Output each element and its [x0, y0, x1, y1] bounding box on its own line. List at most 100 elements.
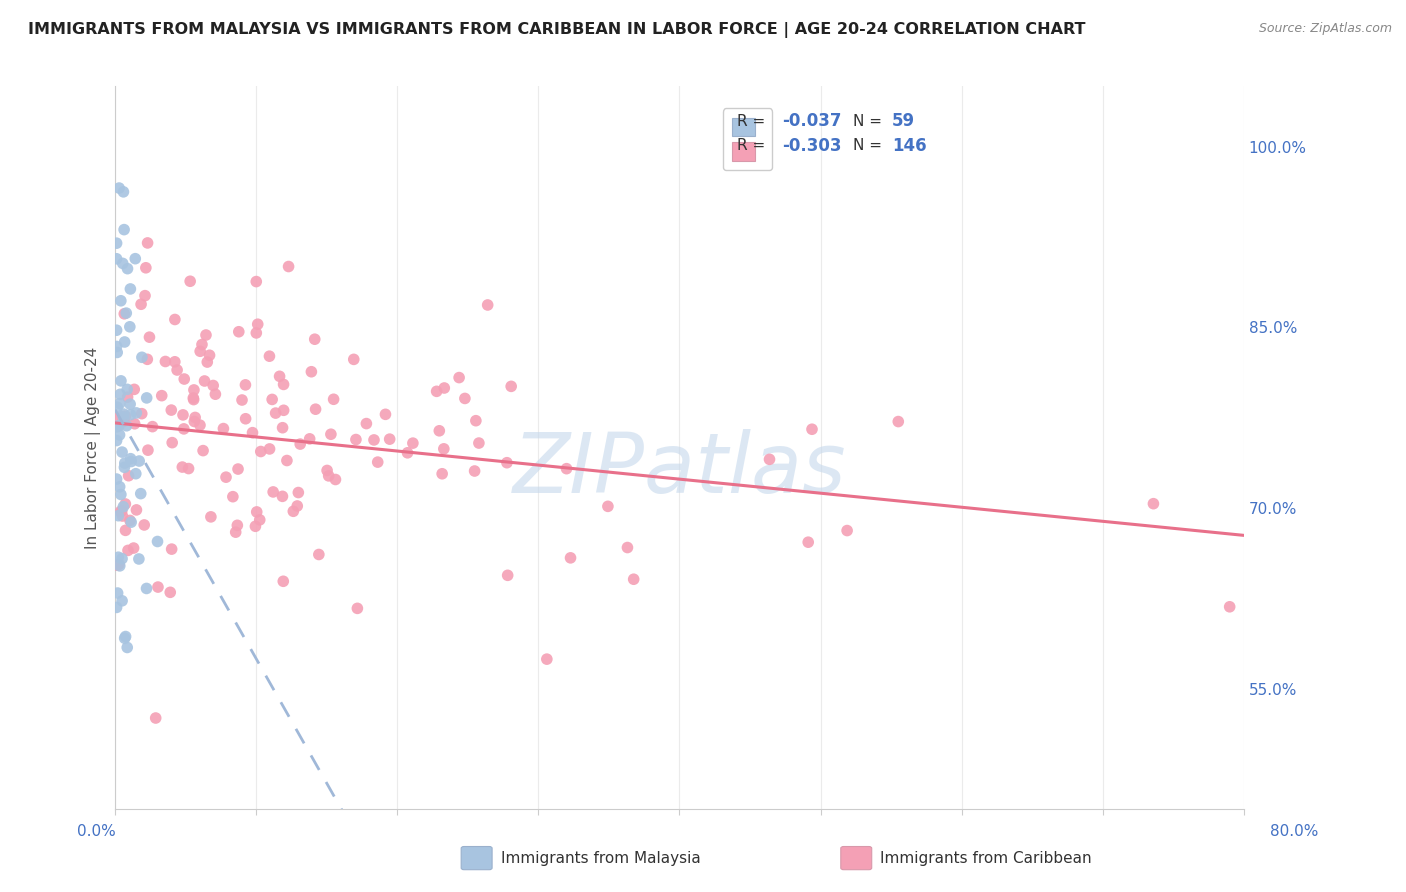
Point [108, 396, 131, 410]
Point [235, 411, 257, 425]
Point [235, 377, 257, 392]
Point [114, 334, 136, 349]
Point [887, 415, 910, 429]
Point [204, 387, 226, 401]
Point [299, 365, 322, 379]
Point [112, 222, 135, 236]
Point [464, 414, 486, 428]
Point [105, 434, 128, 448]
Point [433, 442, 456, 456]
Point [134, 288, 156, 302]
Point [108, 418, 131, 433]
Point [114, 409, 136, 424]
Point [212, 421, 235, 435]
Text: 146: 146 [891, 137, 927, 155]
Point [430, 467, 453, 481]
Point [231, 392, 253, 407]
Point [271, 574, 294, 589]
Point [136, 352, 159, 367]
Point [172, 408, 194, 422]
Point [308, 548, 330, 562]
Text: N =: N = [852, 114, 887, 128]
Point [259, 349, 281, 363]
Point [304, 332, 326, 346]
Point [128, 454, 150, 468]
Point [112, 407, 135, 421]
Point [269, 369, 291, 384]
Point [319, 427, 342, 442]
Point [464, 464, 486, 478]
Point [105, 420, 128, 434]
Point [449, 370, 471, 384]
Point [115, 382, 138, 396]
Point [138, 330, 160, 344]
Point [198, 348, 221, 362]
Point [245, 519, 267, 533]
Point [166, 363, 188, 377]
Point [343, 352, 366, 367]
Point [298, 432, 321, 446]
Point [134, 518, 156, 533]
Point [111, 551, 134, 566]
Point [285, 499, 308, 513]
Point [111, 414, 134, 428]
Point [276, 453, 298, 467]
Point [112, 414, 135, 428]
Point [316, 463, 339, 477]
Point [374, 408, 396, 422]
Point [454, 392, 477, 406]
Point [105, 236, 128, 251]
Point [114, 632, 136, 646]
Point [616, 541, 638, 555]
Point [427, 424, 450, 438]
Point [249, 444, 271, 458]
Point [363, 433, 385, 447]
Point [273, 403, 295, 417]
Point [110, 487, 132, 501]
Point [107, 586, 129, 600]
Point [131, 351, 153, 365]
Text: -0.303: -0.303 [782, 137, 842, 155]
Point [477, 298, 499, 312]
Text: R =: R = [737, 114, 770, 128]
Point [110, 374, 132, 388]
Y-axis label: In Labor Force | Age 20-24: In Labor Force | Age 20-24 [86, 347, 101, 549]
Point [193, 374, 215, 388]
Point [112, 307, 135, 321]
Point [322, 392, 344, 407]
Point [136, 443, 159, 458]
Point [117, 261, 139, 276]
Point [246, 505, 269, 519]
Point [129, 297, 152, 311]
Point [122, 541, 145, 555]
Point [623, 572, 645, 586]
Point [107, 508, 129, 523]
Point [118, 513, 141, 527]
Point [426, 384, 449, 399]
Point [115, 418, 138, 433]
Point [117, 543, 139, 558]
Point [501, 379, 523, 393]
Point [283, 504, 305, 518]
Point [108, 558, 131, 573]
Point [304, 402, 326, 417]
Point [801, 422, 824, 436]
Point [111, 508, 134, 523]
Point [111, 594, 134, 608]
Point [111, 409, 134, 424]
Point [1142, 497, 1164, 511]
Point [155, 354, 177, 368]
Point [112, 185, 135, 199]
Point [191, 337, 214, 351]
Point [496, 568, 519, 582]
Point [259, 442, 281, 456]
Point [325, 473, 347, 487]
Point [183, 383, 205, 397]
Text: ZIPatlas: ZIPatlas [513, 429, 846, 510]
Point [496, 456, 519, 470]
Point [344, 433, 367, 447]
Point [277, 260, 299, 274]
Point [125, 503, 148, 517]
Point [125, 467, 148, 481]
Point [195, 355, 218, 369]
